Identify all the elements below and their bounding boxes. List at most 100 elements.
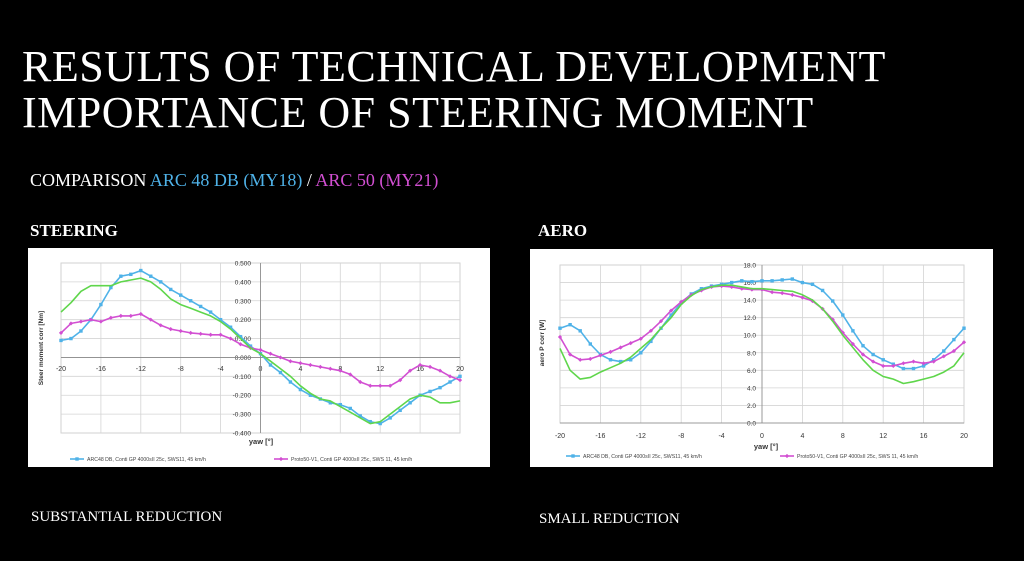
data-point	[952, 337, 956, 342]
data-point	[961, 340, 967, 345]
y-tick-label: -0.300	[233, 412, 252, 419]
y-tick-label: 0.500	[235, 261, 252, 268]
data-point	[951, 348, 956, 354]
data-point	[338, 402, 342, 407]
data-point	[149, 274, 153, 278]
x-tick-label: -20	[555, 433, 565, 440]
y-tick-label: 2.0	[747, 403, 756, 410]
aero-chart-panel: 0.0 2.0 4.0 6.0 8.0 10.0 12.0 14.0 16.0 18.0 -20 -1…	[530, 249, 993, 467]
aero-caption: SMALL REDUCTION	[539, 511, 680, 527]
data-point	[69, 336, 73, 341]
data-point	[629, 358, 633, 362]
legend-label: Proto50-V1, Conti GP 4000sII 25c, SWS 11…	[291, 457, 412, 463]
data-point	[941, 354, 946, 359]
data-point	[921, 361, 926, 366]
data-point	[851, 329, 855, 333]
x-tick-label: -4	[217, 366, 223, 373]
data-point	[398, 378, 403, 383]
data-point	[129, 272, 133, 277]
steering-chart-panel: -0.400 -0.300 -0.200 -0.100 0.000 0.100 0.200 0…	[28, 248, 490, 467]
x-tick-label: -12	[636, 433, 646, 440]
data-point	[159, 280, 163, 284]
legend-label: ARC48 DB, Conti GP 4000sII 25c, SWS11, 4…	[583, 454, 702, 460]
data-point	[59, 338, 63, 343]
data-point	[871, 359, 876, 364]
data-point	[800, 295, 805, 300]
data-point	[198, 304, 203, 309]
y-tick-label: 16.0	[743, 280, 756, 287]
data-point	[447, 374, 453, 379]
data-point	[378, 383, 383, 388]
x-tick-label: 0	[760, 433, 764, 440]
data-point	[388, 416, 392, 420]
steering-chart: -0.400-0.300-0.200-0.1000.0000.1000.2000…	[38, 261, 464, 464]
data-point	[760, 279, 764, 283]
data-point	[770, 279, 774, 283]
legend-marker	[75, 457, 79, 461]
data-point	[408, 401, 412, 405]
data-point	[618, 359, 623, 364]
data-point	[288, 359, 293, 364]
data-point	[871, 352, 875, 357]
data-point	[568, 322, 572, 327]
y-tick-label: 0.0	[747, 421, 756, 428]
x-tick-label: 16	[416, 366, 424, 373]
data-point	[79, 329, 83, 333]
data-point	[139, 268, 143, 273]
data-point	[860, 352, 866, 357]
data-point	[109, 285, 113, 290]
data-point	[288, 380, 293, 384]
x-tick-label: -8	[678, 433, 684, 440]
data-point	[649, 339, 653, 344]
data-point	[208, 310, 213, 314]
data-point	[308, 393, 313, 397]
legend-marker	[278, 456, 284, 462]
data-point	[790, 277, 794, 281]
y-tick-label: 0.300	[235, 298, 252, 305]
x-tick-label: 20	[456, 366, 464, 373]
data-point	[358, 414, 362, 418]
data-point	[108, 315, 113, 320]
legend-label: ARC48 DB, Conti GP 4000sII 25c, SWS11, 4…	[87, 457, 206, 463]
subtitle-separator: /	[302, 170, 316, 190]
data-point	[780, 278, 784, 282]
data-point	[881, 358, 885, 362]
y-tick-label: -0.200	[233, 393, 252, 400]
y-tick-label: 0.400	[235, 279, 252, 286]
data-point	[639, 351, 643, 355]
y-tick-label: 4.0	[747, 385, 756, 392]
data-point	[458, 374, 462, 379]
data-point	[730, 280, 734, 285]
data-point	[169, 287, 173, 292]
y-tick-label: 6.0	[747, 368, 756, 375]
data-point	[378, 421, 382, 426]
subtitle-arc48: ARC 48 DB (MY18)	[149, 170, 303, 190]
data-point	[962, 326, 966, 330]
data-point	[328, 401, 333, 405]
data-point	[740, 279, 744, 283]
x-tick-label: -16	[96, 366, 106, 373]
data-point	[348, 406, 352, 411]
data-point	[98, 319, 103, 324]
data-point	[901, 366, 906, 371]
data-point	[298, 387, 303, 392]
x-tick-label: 12	[879, 433, 887, 440]
y-tick-label: 14.0	[743, 298, 756, 305]
data-point	[328, 366, 333, 371]
data-point	[638, 336, 643, 341]
data-point	[388, 383, 393, 388]
y-tick-label: -0.400	[233, 431, 252, 438]
data-point	[669, 313, 673, 317]
data-point	[228, 325, 233, 329]
data-point	[138, 311, 143, 317]
steering-heading: STEERING	[30, 221, 118, 240]
data-point	[557, 334, 563, 340]
subtitle-arc50: ARC 50 (MY21)	[315, 170, 439, 190]
data-point	[368, 419, 372, 424]
x-tick-label: -8	[178, 366, 184, 373]
data-point	[358, 379, 363, 385]
comparison-subtitle: COMPARISON ARC 48 DB (MY18) / ARC 50 (MY…	[30, 170, 438, 191]
legend-marker	[571, 454, 575, 458]
data-point	[208, 332, 213, 337]
data-point	[348, 372, 353, 377]
